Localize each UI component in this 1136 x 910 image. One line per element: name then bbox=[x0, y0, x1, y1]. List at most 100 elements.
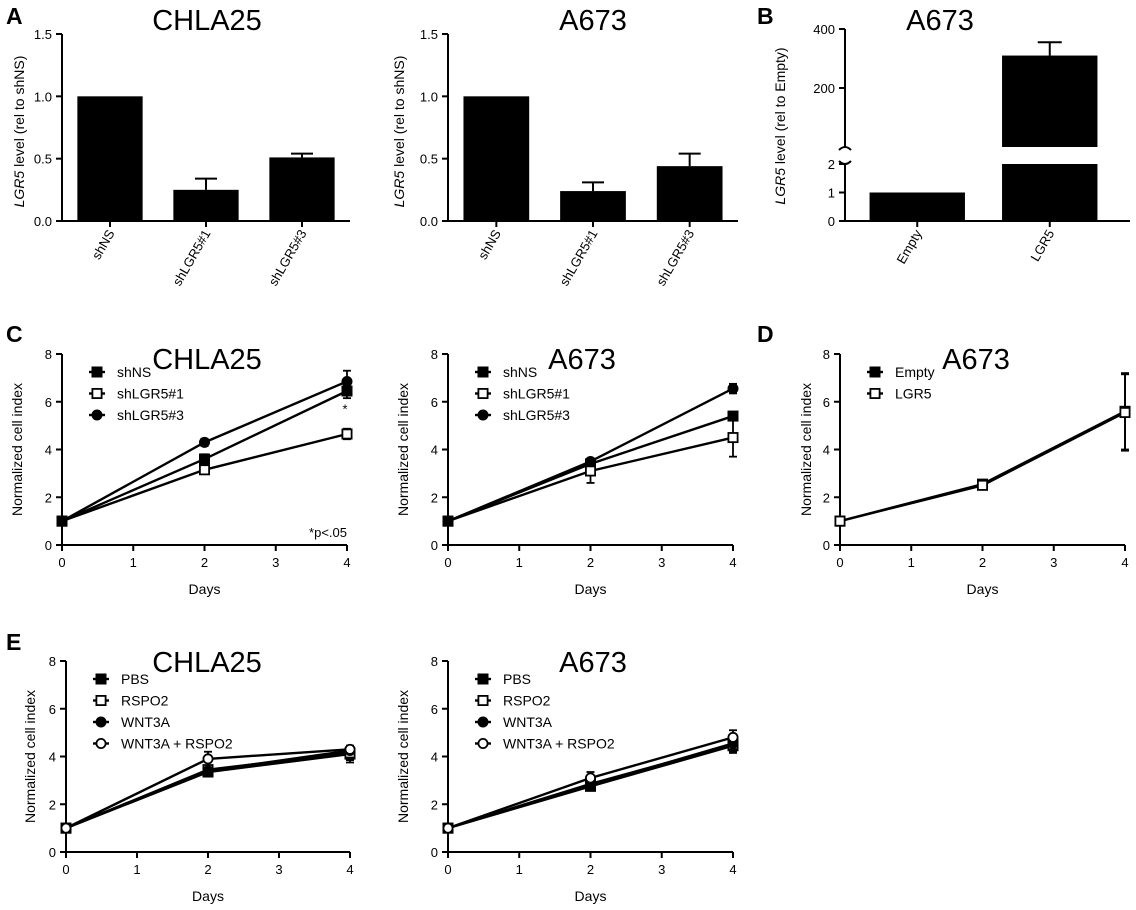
bar-2-upper bbox=[1002, 55, 1098, 147]
data-point bbox=[202, 753, 214, 765]
y-axis-label: Normalized cell index bbox=[9, 383, 25, 516]
y-tick-label: 1.0 bbox=[34, 89, 52, 104]
legend-label: shLGR5#1 bbox=[117, 386, 184, 402]
bar-1 bbox=[463, 96, 530, 221]
panel-label-c: C bbox=[6, 321, 23, 347]
y-tick-label: 8 bbox=[45, 347, 52, 362]
data-point bbox=[60, 822, 72, 834]
x-tick-label: 4 bbox=[729, 862, 736, 877]
x-tick-label: 4 bbox=[729, 555, 736, 570]
chart-title: A673 bbox=[559, 5, 627, 37]
x-tick-label: shNS bbox=[89, 227, 118, 262]
y-axis-label-rest: level (rel to shNS) bbox=[11, 56, 27, 171]
x-tick-label: 1 bbox=[516, 555, 523, 570]
legend-label: RSPO2 bbox=[503, 693, 551, 709]
series-line-2 bbox=[839, 411, 1126, 523]
y-axis-label-gene: LGR5 bbox=[391, 171, 407, 208]
x-axis-label: Days bbox=[189, 581, 221, 597]
x-axis-label: Days bbox=[192, 888, 224, 904]
x-tick-label: 4 bbox=[1121, 555, 1128, 570]
data-point bbox=[341, 375, 353, 387]
line-chart-c2: A673 0 2 4 6 8 0 1 2 3 4 Days Normalized cell index s… bbox=[395, 344, 739, 597]
x-tick-label: 0 bbox=[62, 862, 69, 877]
x-tick-label: LGR5 bbox=[1027, 227, 1057, 264]
y-tick-label: 6 bbox=[45, 395, 52, 410]
bar-3 bbox=[656, 166, 723, 221]
y-tick-label: 6 bbox=[431, 702, 438, 717]
x-tick-label: 4 bbox=[346, 862, 353, 877]
chart-title: CHLA25 bbox=[152, 344, 262, 376]
panel-label-b: B bbox=[757, 3, 774, 29]
data-point bbox=[344, 743, 356, 755]
legend-marker bbox=[869, 366, 881, 378]
legend-marker bbox=[477, 387, 489, 399]
x-tick-label: 2 bbox=[587, 555, 594, 570]
y-tick-label: 2 bbox=[828, 157, 835, 172]
chart-title: A673 bbox=[906, 5, 974, 37]
x-tick-label: 3 bbox=[1050, 555, 1057, 570]
y-axis-label: LGR5 level (rel to shNS) bbox=[11, 56, 27, 208]
data-point bbox=[585, 465, 597, 477]
y-tick-label: 8 bbox=[431, 654, 438, 669]
legend-marker bbox=[95, 673, 107, 685]
y-axis-label-gene: LGR5 bbox=[772, 168, 788, 205]
data-point bbox=[585, 455, 597, 467]
x-tick-label: shLGR5#3 bbox=[653, 227, 697, 288]
chart-title: CHLA25 bbox=[152, 5, 262, 37]
x-tick-label: 1 bbox=[133, 862, 140, 877]
x-tick-label: shNS bbox=[475, 227, 504, 262]
y-tick-label: 0 bbox=[431, 538, 438, 553]
legend-label: PBS bbox=[503, 671, 531, 687]
y-axis-label: LGR5 level (rel to Empty) bbox=[772, 47, 788, 204]
legend-label: shNS bbox=[117, 364, 151, 380]
p-value-annotation: *p<.05 bbox=[309, 525, 347, 540]
y-tick-label: 0 bbox=[431, 845, 438, 860]
legend-label: WNT3A + RSPO2 bbox=[121, 736, 233, 752]
legend-marker bbox=[477, 366, 489, 378]
x-tick-label: 0 bbox=[58, 555, 65, 570]
x-tick-label: 0 bbox=[444, 862, 451, 877]
chart-title: A673 bbox=[548, 344, 616, 376]
chart-title: A673 bbox=[559, 647, 627, 679]
legend-marker bbox=[477, 673, 489, 685]
x-tick-label: 1 bbox=[516, 862, 523, 877]
legend-marker bbox=[95, 738, 107, 750]
data-point bbox=[727, 383, 739, 395]
data-point bbox=[834, 515, 846, 527]
y-tick-label: 2 bbox=[823, 490, 830, 505]
data-point bbox=[442, 822, 454, 834]
x-axis-label: Days bbox=[967, 581, 999, 597]
legend-marker bbox=[477, 409, 489, 421]
bar-chart-a2: A673 0.0 0.5 1.0 1.5 shNS shLGR5#1 shLGR5#3 LGR5… bbox=[391, 5, 738, 288]
x-tick-label: shLGR5#1 bbox=[170, 227, 214, 288]
y-tick-label: 2 bbox=[45, 490, 52, 505]
x-tick-label: shLGR5#3 bbox=[266, 227, 310, 288]
bar-1 bbox=[869, 192, 965, 221]
y-axis-label: LGR5 level (rel to shNS) bbox=[391, 56, 407, 208]
bar-2-lower bbox=[1002, 164, 1098, 221]
data-point bbox=[977, 479, 989, 491]
y-tick-label: 1.0 bbox=[420, 89, 438, 104]
x-tick-label: 2 bbox=[204, 862, 211, 877]
y-tick-label: 200 bbox=[813, 81, 835, 96]
legend-label: WNT3A bbox=[503, 714, 553, 730]
legend-label: shLGR5#1 bbox=[503, 386, 570, 402]
bar-2 bbox=[173, 189, 239, 221]
y-tick-label: 1.5 bbox=[34, 27, 52, 42]
x-tick-label: 2 bbox=[979, 555, 986, 570]
axis-break-upper bbox=[838, 146, 852, 151]
x-tick-label: Empty bbox=[893, 227, 925, 267]
data-point bbox=[198, 453, 210, 465]
series-line-3 bbox=[61, 380, 348, 523]
y-tick-label: 0.5 bbox=[34, 152, 52, 167]
y-tick-label: 4 bbox=[431, 750, 438, 765]
line-chart-d: A673 0 2 4 6 8 0 1 2 3 4 Days Normalized cell index E… bbox=[798, 344, 1131, 597]
legend-marker bbox=[477, 695, 489, 707]
x-tick-label: 3 bbox=[275, 862, 282, 877]
y-tick-label: 1.5 bbox=[420, 27, 438, 42]
x-tick-label: 3 bbox=[658, 862, 665, 877]
bar-1 bbox=[77, 96, 143, 221]
y-tick-label: 8 bbox=[431, 347, 438, 362]
legend-label: WNT3A + RSPO2 bbox=[503, 736, 615, 752]
y-tick-label: 2 bbox=[431, 797, 438, 812]
